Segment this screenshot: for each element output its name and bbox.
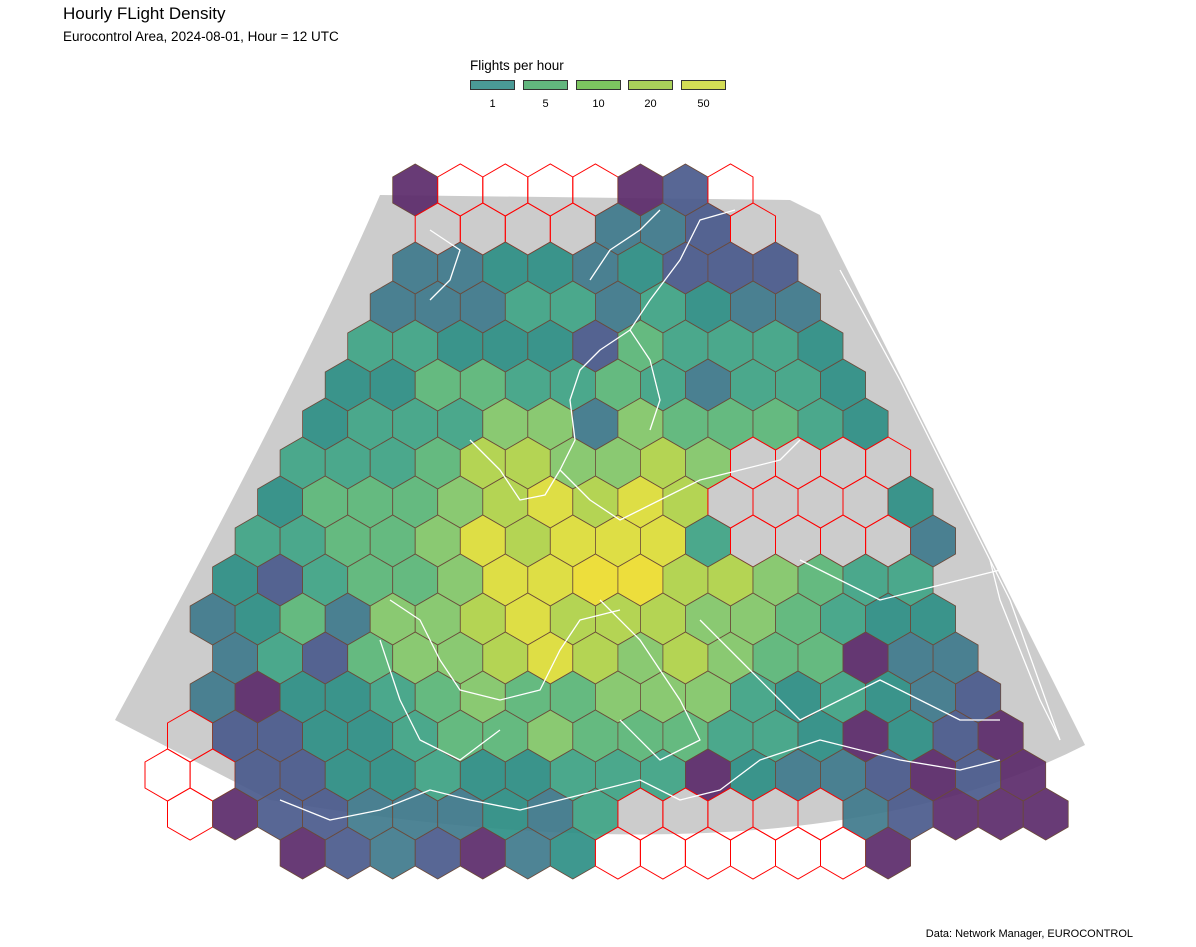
- legend-title: Flights per hour: [470, 58, 564, 73]
- coastline-segment: [589, 209, 661, 281]
- data-source-caption: Data: Network Manager, EUROCONTROL: [925, 928, 1133, 940]
- empty-hex-cell: [167, 787, 214, 841]
- empty-hex-cell: [775, 826, 821, 880]
- coastline-segment: [379, 639, 501, 761]
- coastlines: [279, 209, 1061, 821]
- empty-hex-cell: [730, 826, 776, 880]
- coastline-segment: [469, 209, 736, 501]
- empty-hex-cell: [144, 748, 191, 802]
- legend-label-10: 10: [592, 98, 605, 110]
- legend-key-10: [576, 80, 621, 90]
- empty-hex-cell: [684, 826, 731, 880]
- coastline-segment: [989, 559, 1061, 741]
- legend-key-5: [523, 80, 568, 90]
- hex-cell: [865, 826, 911, 880]
- coastline-segment: [699, 619, 1000, 721]
- chart-subtitle: Eurocontrol Area, 2024-08-01, Hour = 12 …: [63, 29, 339, 44]
- legend-key-1: [470, 80, 515, 90]
- empty-hex-cell: [639, 826, 686, 880]
- legend: Flights per hour 1 5 10 20 50: [470, 58, 770, 118]
- coastline-segment: [799, 559, 1001, 601]
- coastline-segment: [559, 439, 801, 521]
- coastline-segment: [429, 229, 461, 301]
- legend-label-50: 50: [697, 98, 710, 110]
- coastline-segment: [839, 269, 1061, 741]
- coastline-segment: [629, 329, 661, 431]
- legend-label-1: 1: [489, 98, 496, 110]
- legend-key-50: [681, 80, 726, 90]
- coastline-segment: [279, 739, 1001, 821]
- coastline-segment: [599, 599, 701, 761]
- hex-cell: [1022, 787, 1069, 841]
- hex-grid: [144, 163, 1069, 880]
- legend-key-20: [628, 80, 673, 90]
- legend-label-20: 20: [644, 98, 657, 110]
- coastline-segment: [389, 599, 621, 701]
- chart-title: Hourly FLight Density: [63, 4, 226, 23]
- legend-label-5: 5: [542, 98, 549, 110]
